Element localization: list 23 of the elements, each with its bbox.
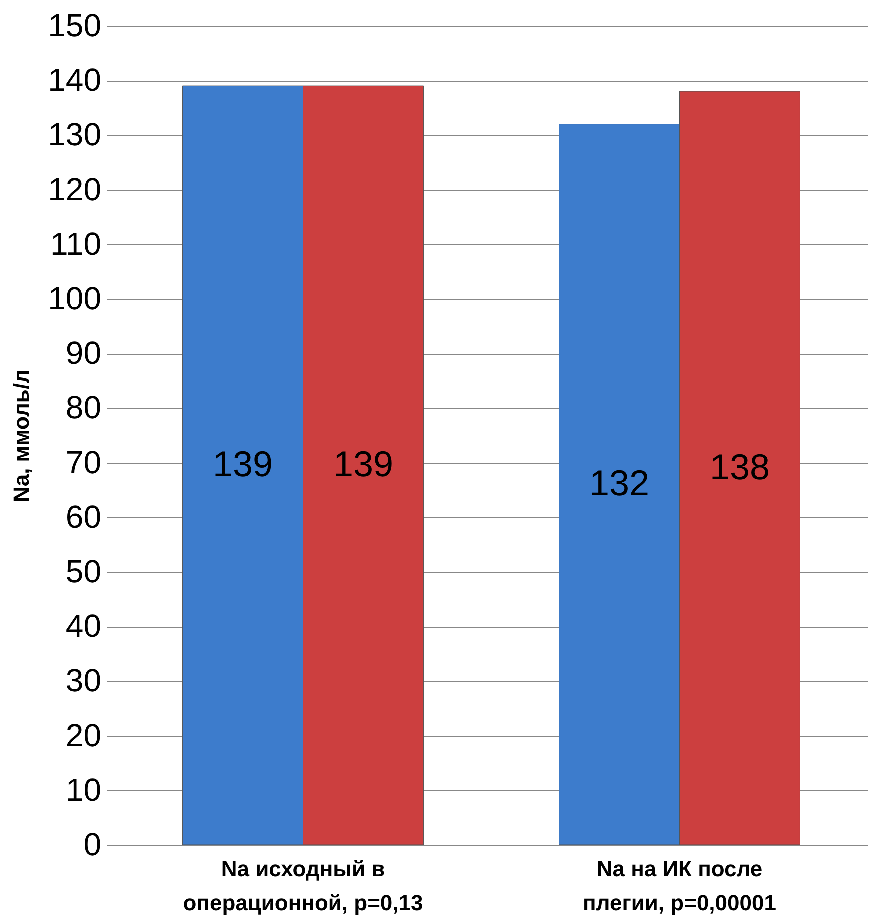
y-tick-label: 0 (84, 826, 102, 862)
y-tick-label: 50 (66, 554, 102, 590)
y-tick-label: 140 (48, 62, 102, 98)
y-tick-label: 60 (66, 498, 102, 535)
y-tick-label: 130 (48, 116, 102, 153)
y-tick-label: 10 (66, 772, 102, 808)
y-axis-title: Na, ммоль/л (9, 369, 34, 503)
y-tick-label: 100 (48, 280, 102, 316)
y-tick-label: 70 (66, 444, 102, 480)
y-tick-label: 90 (66, 335, 102, 372)
data-label: 139 (333, 444, 394, 485)
y-tick-label: 150 (48, 8, 102, 44)
data-label: 132 (589, 462, 650, 504)
data-label: 138 (710, 446, 770, 488)
data-label: 139 (212, 444, 274, 485)
y-tick-label: 40 (66, 608, 102, 644)
y-tick-label: 20 (66, 717, 102, 754)
x-tick-label: Na исходный в операционной, р=0,13 (183, 856, 424, 916)
y-tick-label: 30 (66, 662, 102, 699)
y-tick-label: 120 (48, 171, 102, 208)
y-tick-label: 80 (66, 390, 102, 426)
y-tick-label: 110 (50, 226, 102, 262)
x-tick-label: Na на ИК после плегии, р=0,00001 (583, 856, 776, 916)
